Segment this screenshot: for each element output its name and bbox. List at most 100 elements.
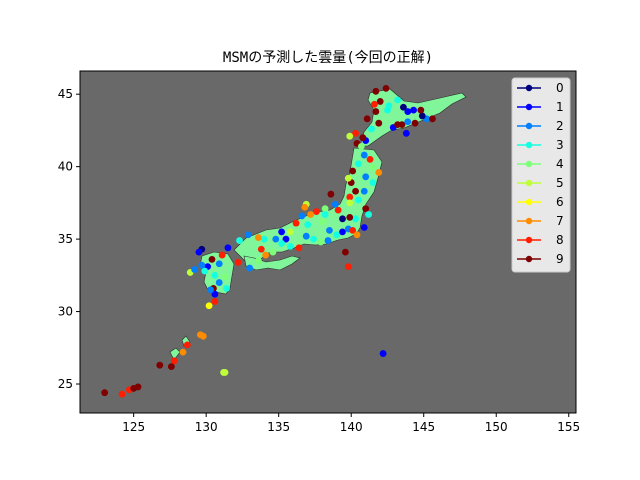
legend-marker-0 (525, 84, 533, 92)
x-tick-label: 130 (195, 420, 218, 434)
data-point-class-2 (198, 261, 206, 269)
data-point-class-8 (349, 227, 357, 234)
data-point-class-7 (353, 231, 361, 239)
data-point-class-8 (170, 357, 178, 365)
data-point-class-8 (211, 298, 219, 305)
data-point-class-9 (130, 384, 138, 392)
data-point-class-5 (346, 132, 354, 140)
data-point-class-9 (352, 187, 359, 195)
data-point-class-1 (379, 350, 387, 357)
data-point-class-2 (404, 118, 412, 126)
data-point-class-7 (179, 348, 187, 356)
data-point-class-2 (272, 235, 280, 243)
data-point-class-1 (410, 106, 417, 114)
data-point-class-7 (375, 169, 383, 176)
x-tick-label: 135 (267, 420, 290, 434)
data-point-class-8 (292, 219, 300, 227)
data-point-class-9 (363, 115, 371, 123)
data-point-class-2 (191, 266, 198, 273)
legend-marker-6 (525, 198, 533, 206)
data-point-class-7 (301, 203, 309, 211)
data-point-class-4 (221, 273, 229, 281)
data-point-class-8 (312, 208, 320, 215)
data-point-class-3 (355, 196, 362, 204)
data-point-class-9 (101, 389, 109, 397)
data-point-class-4 (254, 257, 262, 265)
y-tick-label: 30 (58, 305, 73, 319)
y-tick-label: 45 (58, 87, 73, 101)
data-point-class-1 (404, 108, 412, 115)
data-point-class-7 (199, 332, 207, 340)
x-tick-label: 150 (485, 420, 508, 434)
data-point-class-2 (360, 151, 368, 159)
data-point-class-3 (223, 284, 230, 292)
data-point-class-8 (371, 100, 378, 108)
data-point-class-5 (344, 174, 352, 182)
scatter-points (101, 84, 436, 398)
data-point-class-5 (220, 369, 227, 376)
data-point-class-9 (342, 248, 349, 256)
data-point-class-8 (334, 206, 342, 214)
data-point-class-8 (344, 263, 352, 271)
data-point-class-5 (286, 228, 294, 236)
data-point-class-7 (307, 211, 314, 218)
legend-marker-5 (525, 179, 533, 187)
data-point-class-3 (304, 221, 312, 229)
data-point-class-9 (382, 84, 390, 92)
data-point-class-2 (207, 286, 214, 294)
data-point-class-8 (234, 258, 242, 266)
data-point-class-9 (372, 108, 380, 115)
data-point-class-9 (394, 121, 402, 129)
data-point-class-3 (385, 102, 393, 110)
y-tick-label: 25 (58, 377, 73, 391)
data-point-class-1 (224, 244, 232, 252)
data-point-class-3 (286, 242, 294, 250)
data-point-class-6 (205, 302, 213, 310)
data-point-class-3 (260, 235, 268, 243)
data-point-class-7 (262, 251, 270, 259)
data-point-class-8 (366, 155, 374, 163)
legend-marker-9 (525, 255, 533, 263)
data-point-class-8 (218, 251, 226, 259)
legend-label-8: 8 (556, 233, 564, 247)
data-point-class-8 (118, 390, 126, 398)
data-point-class-0 (418, 112, 426, 120)
data-point-class-0 (400, 103, 407, 111)
data-point-class-8 (257, 245, 265, 253)
data-point-class-3 (352, 215, 359, 223)
data-point-class-9 (375, 119, 383, 127)
legend-label-4: 4 (556, 157, 564, 171)
data-point-class-9 (327, 190, 335, 198)
data-point-class-1 (195, 248, 203, 256)
data-point-class-1 (360, 224, 368, 231)
data-point-class-3 (369, 179, 377, 186)
legend-marker-4 (525, 160, 533, 168)
data-point-class-1 (282, 235, 290, 243)
data-point-class-3 (211, 271, 219, 279)
data-point-class-2 (331, 200, 339, 208)
data-point-class-2 (298, 212, 306, 220)
legend-marker-2 (525, 122, 533, 130)
data-point-class-4 (321, 205, 329, 213)
data-point-class-4 (357, 142, 365, 150)
data-point-class-8 (346, 193, 354, 201)
legend-label-2: 2 (556, 119, 564, 133)
data-point-class-2 (362, 173, 370, 181)
data-point-class-3 (201, 267, 209, 275)
legend-label-0: 0 (556, 81, 564, 95)
data-point-class-9 (372, 87, 380, 95)
data-point-class-3 (333, 231, 341, 239)
data-point-class-3 (368, 125, 375, 133)
x-tick-label: 145 (412, 420, 435, 434)
data-point-class-9 (167, 363, 175, 371)
data-point-class-3 (236, 237, 243, 244)
data-point-class-9 (208, 255, 216, 263)
legend-marker-7 (525, 217, 533, 225)
data-point-class-3 (310, 235, 317, 243)
data-point-class-1 (339, 228, 346, 236)
data-point-class-8 (183, 341, 191, 349)
x-tick-label: 140 (340, 420, 363, 434)
data-point-class-8 (295, 244, 303, 252)
data-point-class-2 (324, 237, 332, 244)
data-point-class-1 (211, 290, 219, 298)
